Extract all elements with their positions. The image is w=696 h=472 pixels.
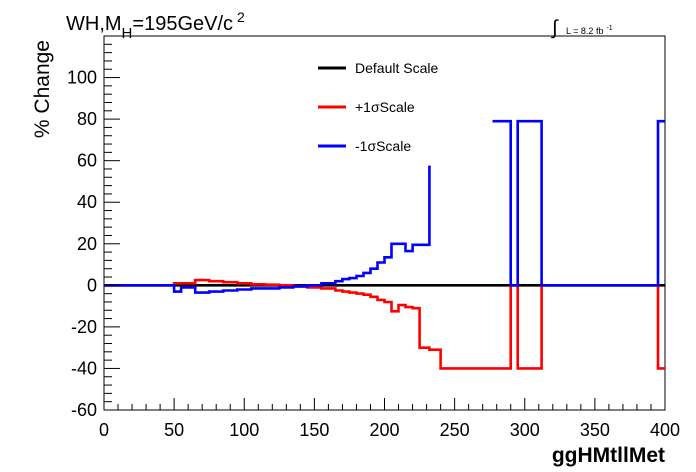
y-tick-label: 20 [77, 234, 97, 254]
title-subscript: H [122, 25, 133, 42]
x-tick-label: 200 [369, 420, 399, 440]
x-tick-label: 350 [580, 420, 610, 440]
series-line-1 [104, 278, 665, 370]
legend-label-0: Default Scale [355, 60, 438, 76]
y-tick-label: 100 [67, 68, 97, 88]
legend-label-2: -1σScale [355, 138, 411, 154]
plot-frame [103, 35, 666, 411]
series-line-2 [104, 119, 665, 294]
legend: Default Scale +1σScale -1σScale [318, 60, 438, 154]
title-superscript: 2 [237, 9, 245, 25]
y-tick-label: -20 [71, 317, 97, 337]
x-tick-label: 100 [229, 420, 259, 440]
y-axis-title: % Change [31, 40, 54, 138]
y-tick-label: 80 [77, 109, 97, 129]
lumi-integral-sign: ∫ [551, 17, 559, 39]
x-tick-label: 300 [510, 420, 540, 440]
x-tick-label: 50 [164, 420, 184, 440]
lumi-superscript: -1 [606, 25, 612, 32]
y-tick-label: 0 [87, 275, 97, 295]
x-tick-label: 250 [440, 420, 470, 440]
x-tick-label: 400 [650, 420, 680, 440]
legend-label-1: +1σScale [355, 99, 415, 115]
axis-tick-labels: 0 50 100 150 200 250 300 350 400 -60 -40 -20 0 20 40 60… [67, 68, 680, 440]
lumi-label: L = 8.2 fb -1 [566, 25, 613, 36]
title-rest: =195GeV/c [132, 13, 233, 35]
x-axis-title: ggHMtllMet [552, 444, 665, 467]
series-group [104, 119, 665, 370]
x-tick-label: 150 [299, 420, 329, 440]
y-tick-label: 40 [77, 192, 97, 212]
y-tick-label: 60 [77, 151, 97, 171]
chart-title: WH,MH=195GeV/c 2 [66, 9, 245, 42]
x-tick-label: 0 [99, 420, 109, 440]
y-tick-label: -40 [71, 358, 97, 378]
axis-ticks [103, 35, 666, 411]
y-tick-label: -60 [71, 400, 97, 420]
